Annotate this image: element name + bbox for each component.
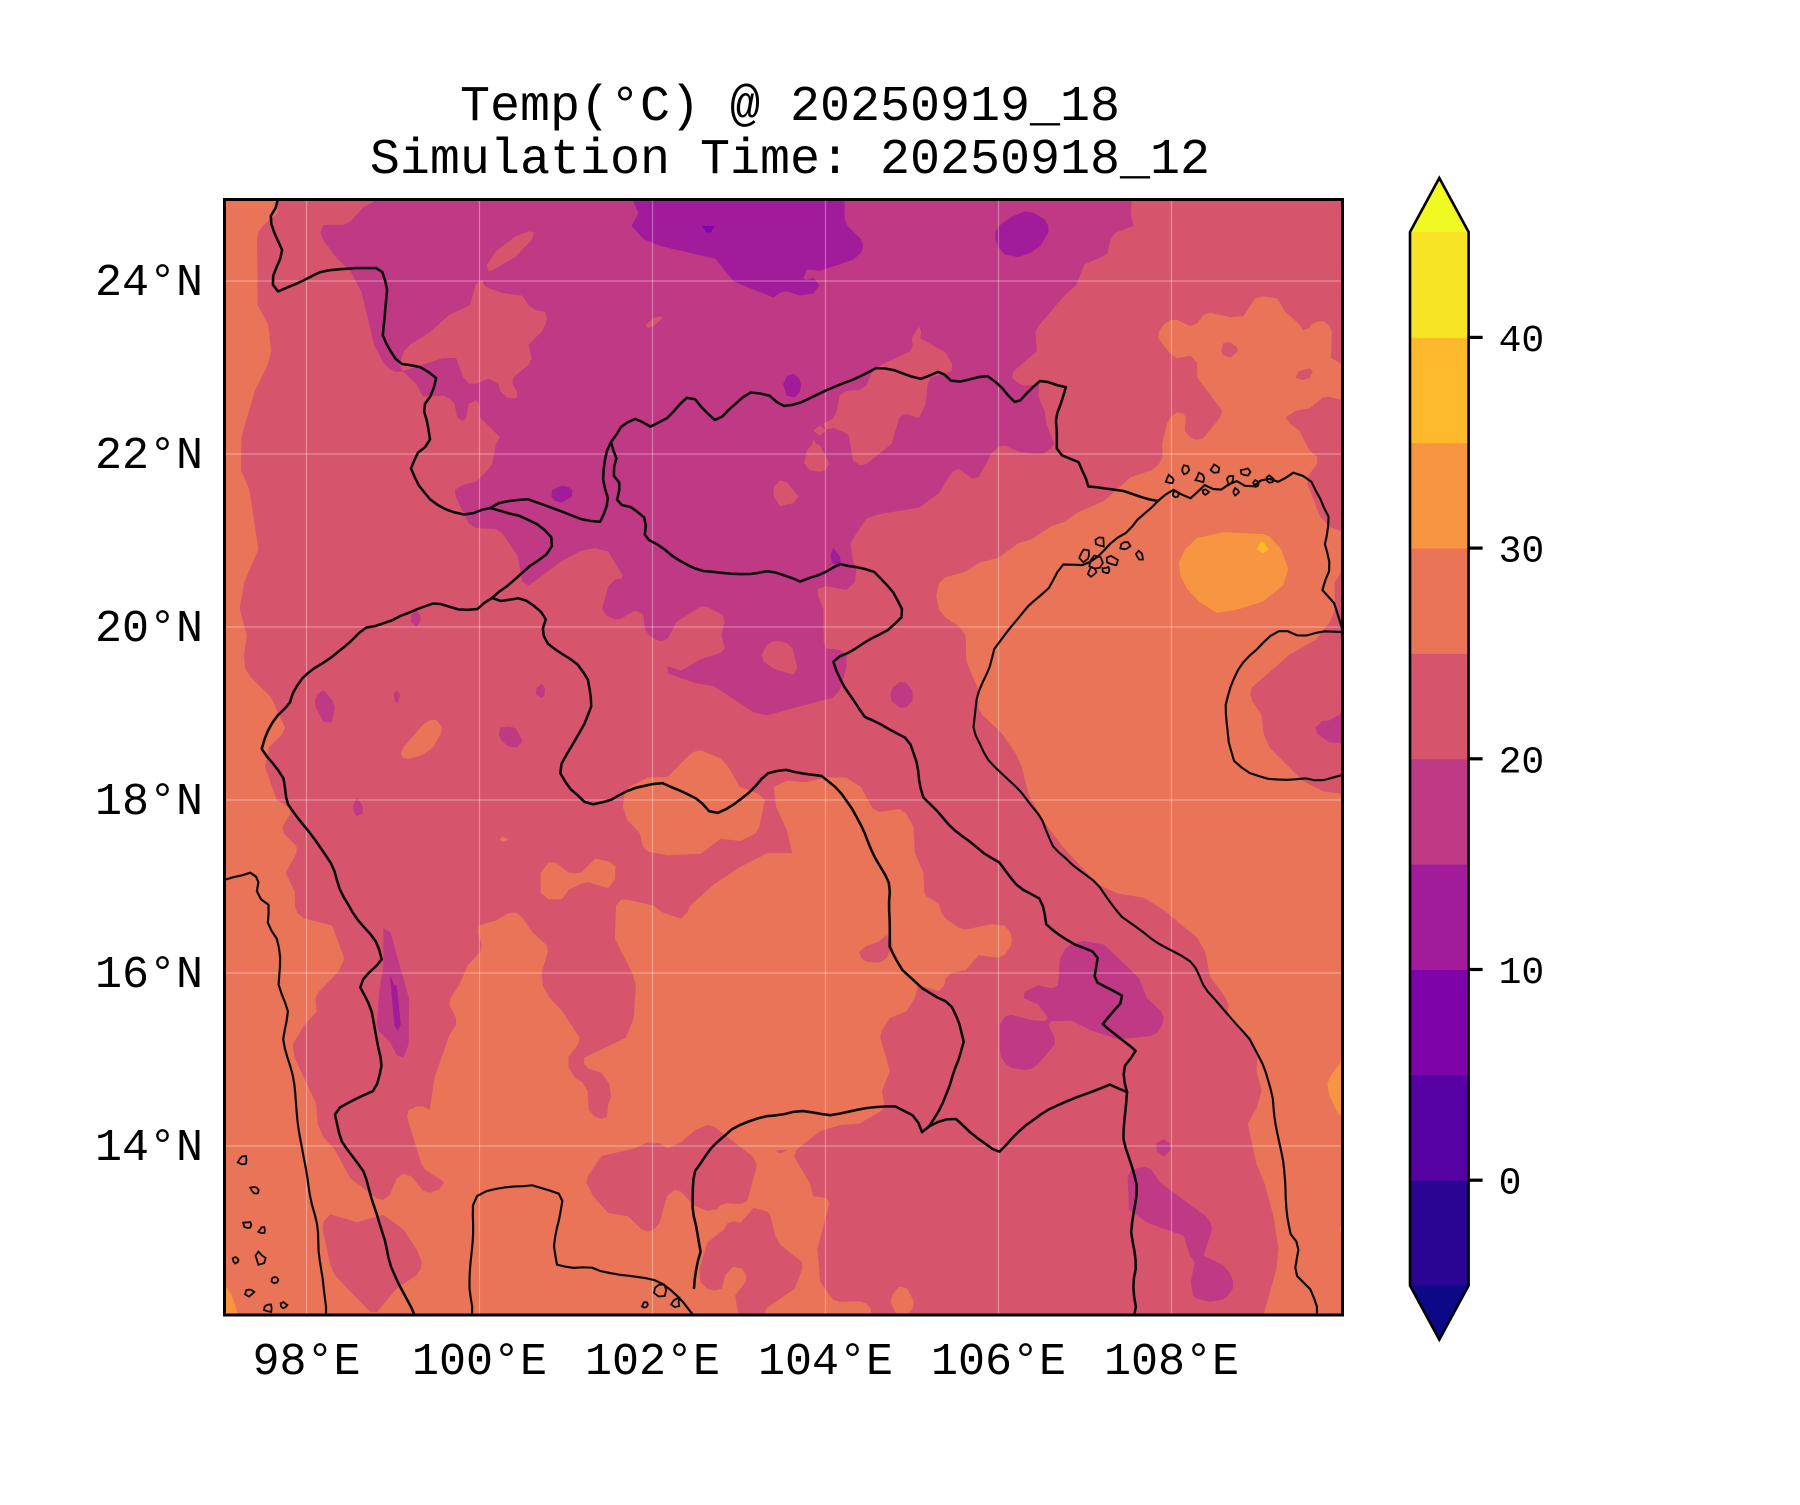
svg-text:22°N: 22°N — [95, 431, 203, 482]
svg-text:Temp(°C) @ 20250919_18: Temp(°C) @ 20250919_18 — [460, 79, 1120, 136]
svg-text:104°E: 104°E — [758, 1337, 893, 1388]
svg-text:24°N: 24°N — [95, 258, 203, 309]
svg-text:40: 40 — [1499, 320, 1545, 363]
svg-text:16°N: 16°N — [95, 950, 203, 1001]
svg-text:0: 0 — [1499, 1163, 1522, 1206]
svg-text:20: 20 — [1499, 741, 1545, 784]
svg-text:108°E: 108°E — [1104, 1337, 1239, 1388]
svg-text:18°N: 18°N — [95, 777, 203, 828]
svg-text:106°E: 106°E — [931, 1337, 1066, 1388]
svg-text:30: 30 — [1499, 531, 1545, 574]
svg-text:Simulation Time: 20250918_12: Simulation Time: 20250918_12 — [370, 132, 1210, 189]
svg-text:102°E: 102°E — [585, 1337, 720, 1388]
svg-text:100°E: 100°E — [412, 1337, 547, 1388]
svg-text:98°E: 98°E — [252, 1337, 360, 1388]
svg-text:20°N: 20°N — [95, 604, 203, 655]
svg-text:10: 10 — [1499, 952, 1545, 995]
svg-text:14°N: 14°N — [95, 1123, 203, 1174]
